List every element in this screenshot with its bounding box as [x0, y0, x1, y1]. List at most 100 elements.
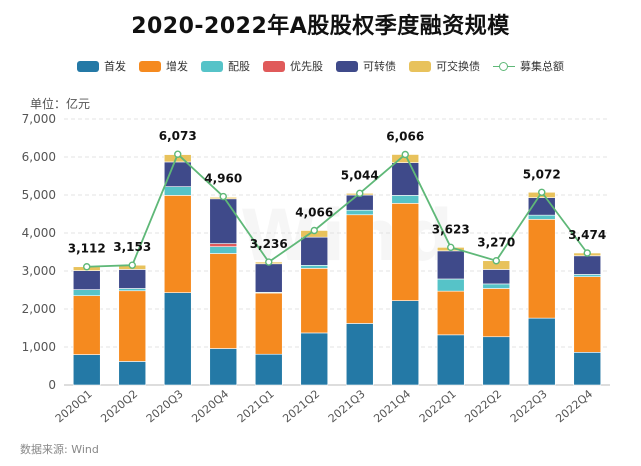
legend-label-exchangeable-bond: 可交换债	[436, 60, 480, 73]
legend-item-ipo[interactable]: 首发	[77, 58, 126, 74]
y-tick-label: 5,000	[22, 188, 56, 202]
bar-segment	[118, 269, 147, 289]
legend-label-additional-issuance: 增发	[166, 60, 188, 73]
bar-segment	[391, 162, 420, 196]
total-point	[83, 263, 91, 271]
y-tick-label: 2,000	[22, 302, 56, 316]
x-tick-label: 2020Q1	[53, 387, 95, 425]
total-point	[310, 226, 318, 235]
total-data-label: 3,474	[568, 228, 606, 242]
x-tick-label: 2020Q2	[98, 387, 140, 425]
legend-item-exchangeable-bond[interactable]: 可交换债	[409, 58, 480, 74]
legend-item-additional-issuance[interactable]: 增发	[139, 58, 188, 74]
total-point	[265, 258, 273, 266]
bar-segment	[163, 195, 192, 293]
bar-segment	[118, 361, 147, 386]
y-tick-label: 3,000	[22, 264, 56, 278]
bar-segment	[436, 334, 465, 386]
legend-label-ipo: 首发	[104, 60, 126, 73]
legend-label-rights-issue: 配股	[228, 60, 250, 73]
legend-item-convertible-bond[interactable]: 可转债	[336, 58, 396, 74]
bar-segment	[254, 263, 283, 293]
bar-segment	[436, 250, 465, 280]
x-tick-label: 2020Q3	[144, 387, 186, 425]
legend-swatch-rights-issue	[201, 60, 223, 72]
legend-swatch-exchangeable-bond	[409, 60, 431, 72]
legend-swatch-ipo	[77, 60, 99, 72]
bar-segment	[118, 288, 147, 292]
y-tick-label: 4,000	[22, 226, 56, 240]
legend-swatch-convertible-bond	[336, 60, 358, 72]
bar-segment	[118, 290, 147, 362]
bar-segment	[72, 270, 101, 290]
total-point	[356, 189, 364, 198]
unit-label: 单位：亿元	[30, 97, 91, 111]
bar-segment	[163, 161, 192, 187]
bar-segment	[254, 292, 283, 355]
x-tick-label: 2022Q1	[417, 387, 459, 425]
bar-segment	[209, 246, 238, 254]
total-data-label: 4,960	[204, 172, 242, 186]
bar-segment	[482, 283, 511, 289]
bar-segment	[345, 214, 374, 324]
bar-segment	[209, 348, 238, 386]
bar-segment	[300, 264, 329, 269]
bar-segment	[163, 292, 192, 386]
bar-segment	[300, 332, 329, 386]
bar-segment	[209, 253, 238, 349]
legend-swatch-total	[493, 61, 515, 72]
total-data-label: 6,066	[386, 129, 424, 143]
y-tick-label: 0	[48, 378, 56, 392]
bar-segment	[482, 336, 511, 386]
total-point	[174, 150, 182, 158]
chart-title: 2020-2022年A股股权季度融资规模	[131, 14, 510, 39]
x-tick-label: 2020Q4	[189, 387, 231, 425]
total-data-label: 3,153	[113, 240, 151, 254]
y-tick-label: 1,000	[22, 340, 56, 354]
total-data-label: 5,072	[523, 167, 561, 181]
x-tick-label: 2021Q4	[371, 387, 413, 425]
y-tick-label: 6,000	[22, 150, 56, 164]
bar-segment	[391, 300, 420, 386]
bar-segment	[345, 323, 374, 386]
x-tick-label: 2022Q4	[553, 387, 595, 425]
x-tick-label: 2022Q3	[508, 387, 550, 425]
bar-segment	[345, 209, 374, 216]
total-data-label: 3,236	[250, 237, 288, 251]
total-data-label: 5,044	[341, 168, 379, 182]
source-note: 数据来源: Wind	[20, 443, 99, 456]
total-data-label: 3,270	[477, 236, 515, 250]
bar-segment	[573, 274, 602, 278]
total-data-label: 6,073	[159, 129, 197, 143]
bar-segment	[573, 352, 602, 386]
total-point	[128, 261, 136, 269]
legend-swatch-additional-issuance	[139, 60, 161, 72]
bar-segment	[391, 195, 420, 204]
total-point	[219, 192, 227, 201]
bar-segment	[391, 203, 420, 301]
bar-segment	[163, 186, 192, 196]
bar-segment	[436, 278, 465, 292]
bar-segment	[300, 236, 329, 266]
x-tick-label: 2022Q2	[462, 387, 504, 425]
total-point	[401, 150, 409, 159]
x-tick-label: 2021Q1	[235, 387, 277, 425]
bar-segment	[72, 295, 101, 355]
x-tick-label: 2021Q2	[280, 387, 322, 425]
bar-segment	[527, 219, 556, 319]
bar-segment	[527, 214, 556, 220]
bar-segment	[72, 354, 101, 386]
legend-item-preferred-stock[interactable]: 优先股	[263, 58, 323, 74]
bar-segment	[300, 268, 329, 334]
bar-segment	[209, 198, 238, 244]
x-tick-label: 2021Q3	[326, 387, 368, 425]
legend-item-total[interactable]: 募集总额	[493, 58, 564, 74]
legend-item-rights-issue[interactable]: 配股	[201, 58, 250, 74]
legend-swatch-preferred-stock	[263, 60, 285, 72]
legend-label-preferred-stock: 优先股	[290, 60, 323, 73]
bar-segment	[482, 288, 511, 338]
total-data-label: 4,066	[295, 205, 333, 219]
total-data-label: 3,623	[432, 222, 470, 236]
y-tick-label: 7,000	[22, 112, 56, 126]
